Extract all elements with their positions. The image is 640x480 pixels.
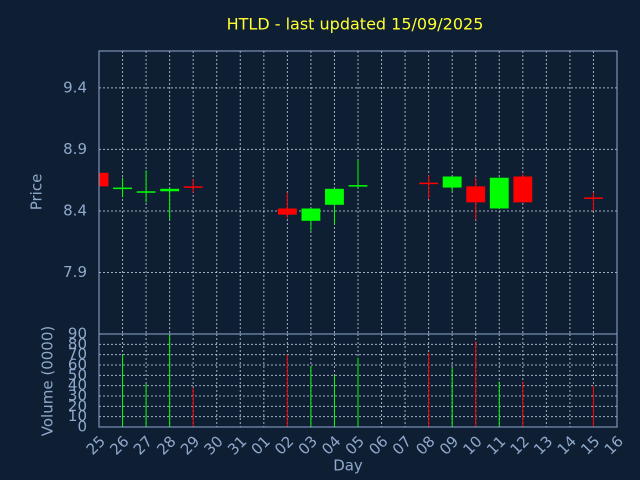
volume-tick-label: 0 <box>77 418 87 436</box>
volume-frame <box>98 333 618 428</box>
volume-tick-label: 60 <box>68 356 87 374</box>
x-tick-label: 27 <box>130 432 156 458</box>
x-tick-label: 26 <box>106 432 132 458</box>
candle-body <box>277 208 297 215</box>
x-tick-label: 30 <box>201 432 227 458</box>
candle-body <box>183 186 203 188</box>
marks <box>99 160 603 427</box>
candle-body <box>419 182 439 185</box>
x-tick-label: 01 <box>248 432 274 458</box>
x-tick-label: 03 <box>295 432 321 458</box>
volume-axis-label: Volume (0000) <box>39 326 57 436</box>
x-tick-label: 11 <box>483 432 509 458</box>
x-tick-label: 29 <box>177 432 203 458</box>
y-tick-label: 9.4 <box>63 78 87 96</box>
x-tick-label: 16 <box>601 432 627 458</box>
candle-body <box>584 197 603 199</box>
x-tick-label: 05 <box>342 432 368 458</box>
candle-body <box>442 176 462 188</box>
volume-tick-label: 10 <box>68 407 87 425</box>
candle-body <box>301 208 321 221</box>
volume-tick-label: 20 <box>68 397 87 415</box>
volume-tick-label: 30 <box>68 387 87 405</box>
x-tick-label: 08 <box>412 432 438 458</box>
x-tick-label: 14 <box>554 432 580 458</box>
candle-body <box>113 187 132 190</box>
x-tick-label: 13 <box>530 432 556 458</box>
y-tick-label: 8.9 <box>63 140 87 158</box>
candle-body <box>99 172 109 187</box>
x-tick-label: 07 <box>389 432 415 458</box>
candle-body <box>513 176 533 203</box>
y-axis-label: Price <box>28 174 46 211</box>
candle-body <box>489 177 509 209</box>
volume-tick-label: 70 <box>68 345 87 363</box>
x-tick-label: 12 <box>507 432 533 458</box>
x-axis-label: Day <box>333 457 363 475</box>
candle-body <box>136 191 156 193</box>
x-tick-label: 25 <box>83 432 109 458</box>
volume-tick-label: 40 <box>68 376 87 394</box>
y-tick-label: 8.4 <box>63 201 87 219</box>
chart-title: HTLD - last updated 15/09/2025 <box>227 15 484 34</box>
candle-body <box>325 188 344 205</box>
candle-body <box>160 188 180 192</box>
x-tick-label: 04 <box>318 432 344 458</box>
candle-body <box>348 185 368 187</box>
x-tick-label: 09 <box>436 432 462 458</box>
volume-tick-label: 90 <box>68 325 87 343</box>
x-tick-label: 10 <box>460 432 486 458</box>
x-tick-label: 15 <box>577 432 603 458</box>
candle-body <box>466 186 486 203</box>
x-tick-label: 06 <box>365 432 391 458</box>
x-tick-label: 02 <box>271 432 297 458</box>
x-tick-label: 31 <box>224 432 250 458</box>
x-tick-label: 28 <box>153 432 179 458</box>
volume-tick-label: 80 <box>68 335 87 353</box>
volume-tick-label: 50 <box>68 366 87 384</box>
y-tick-label: 7.9 <box>63 263 87 281</box>
